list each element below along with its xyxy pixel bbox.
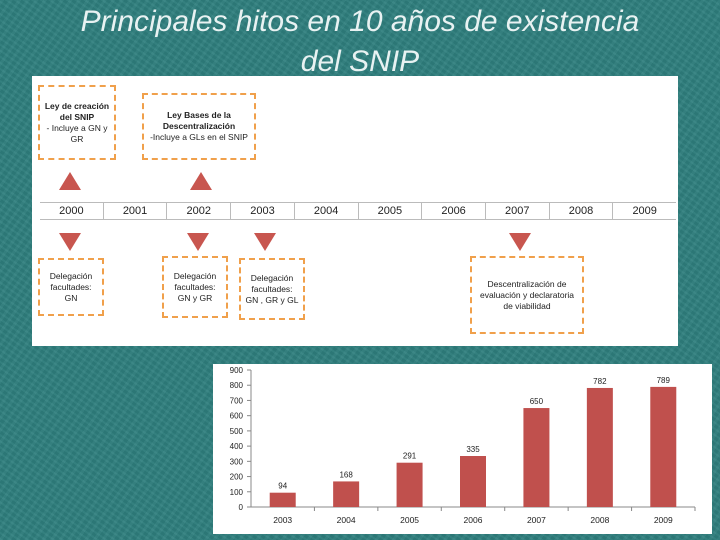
y-tick-label: 0 — [239, 503, 244, 512]
bar-value-label: 789 — [657, 376, 671, 385]
bar-chart: 0 100 200 300 400 500 600 700 800 900 94 2003 168 200… — [230, 366, 696, 525]
marker-up-2000 — [59, 172, 81, 190]
marker-down-2007 — [509, 233, 531, 251]
year-label: 2002 — [166, 203, 230, 219]
x-tick-label: 2009 — [654, 515, 673, 525]
milestone-text: Delegación facultades: GN , GR y GL — [245, 272, 299, 305]
milestone-box-ley-creacion: Ley de creación del SNIP - Incluye a GN … — [38, 85, 116, 160]
bar-value-label: 94 — [278, 482, 287, 491]
milestone-text: Delegación facultades: GN — [49, 270, 93, 303]
marker-down-2003 — [254, 233, 276, 251]
milestone-box-descentralizacion: Descentralización de evaluación y declar… — [470, 256, 584, 334]
bar — [269, 492, 296, 507]
milestone-title: Ley de creación del SNIP — [44, 100, 110, 122]
bar — [460, 456, 486, 507]
bar-value-label: 782 — [593, 377, 607, 386]
bar — [396, 462, 423, 507]
y-tick-label: 300 — [230, 457, 244, 466]
y-tick-label: 100 — [230, 488, 244, 497]
year-label: 2009 — [612, 203, 676, 219]
year-label: 2005 — [357, 203, 422, 219]
marker-up-2002 — [190, 172, 212, 190]
title-line-1: Principales hitos en 10 años de existenc… — [80, 5, 640, 38]
y-tick-label: 800 — [230, 381, 244, 390]
year-label: 2000 — [59, 205, 84, 217]
y-tick-label: 900 — [230, 366, 244, 375]
milestone-title: Ley Bases de la Descentralización — [162, 110, 236, 131]
year-axis: 2000 2001 2002 2003 2004 2005 2006 2007 … — [40, 202, 676, 220]
bar-value-label: 291 — [403, 452, 417, 461]
milestone-box-delegacion-gn: Delegación facultades: GN — [38, 258, 104, 316]
milestone-box-delegacion-gn-gr: Delegación facultades: GN y GR — [162, 256, 228, 318]
x-tick-label: 2004 — [337, 515, 356, 525]
y-tick-label: 400 — [230, 442, 244, 451]
year-label: 2001 — [102, 203, 167, 219]
year-label: 2006 — [421, 203, 485, 219]
bar-chart-panel: 0 100 200 300 400 500 600 700 800 900 94 2003 168 200… — [213, 364, 712, 534]
bar — [586, 387, 613, 507]
milestone-box-delegacion-gn-gr-gl: Delegación facultades: GN , GR y GL — [239, 258, 305, 320]
title-line-2: del SNIP — [300, 45, 420, 78]
bar — [333, 481, 360, 507]
x-tick-label: 2007 — [527, 515, 546, 525]
bar — [650, 386, 677, 507]
y-tick-label: 200 — [230, 473, 244, 482]
milestone-text: Delegación facultades: GN y GR — [173, 270, 217, 303]
x-tick-label: 2008 — [590, 515, 609, 525]
year-label: 2007 — [484, 203, 549, 219]
y-tick-label: 700 — [230, 396, 244, 405]
marker-down-2000 — [59, 233, 81, 251]
y-tick-label: 500 — [230, 427, 244, 436]
x-tick-label: 2003 — [273, 515, 292, 525]
y-tick-label: 600 — [230, 412, 244, 421]
year-label: 2003 — [230, 203, 294, 219]
slide-title: Principales hitos en 10 años de existenc… — [0, 2, 720, 82]
bar-value-label: 335 — [466, 445, 480, 454]
x-tick-label: 2006 — [464, 515, 483, 525]
milestone-text: - Incluye a GN y GR — [46, 122, 108, 144]
bar-value-label: 650 — [530, 397, 544, 406]
milestone-text: Descentralización de evaluación y declar… — [479, 278, 575, 311]
marker-down-2002 — [187, 233, 209, 251]
year-label: 2008 — [548, 203, 613, 219]
bar — [523, 408, 550, 507]
bar-value-label: 168 — [339, 470, 353, 479]
timeline-panel: Ley de creación del SNIP - Incluye a GN … — [32, 76, 678, 346]
milestone-text: -Incluye a GLs en el SNIP — [150, 132, 248, 142]
milestone-box-ley-bases: Ley Bases de la Descentralización -Inclu… — [142, 93, 256, 160]
year-label: 2004 — [293, 203, 358, 219]
x-tick-label: 2005 — [400, 515, 419, 525]
